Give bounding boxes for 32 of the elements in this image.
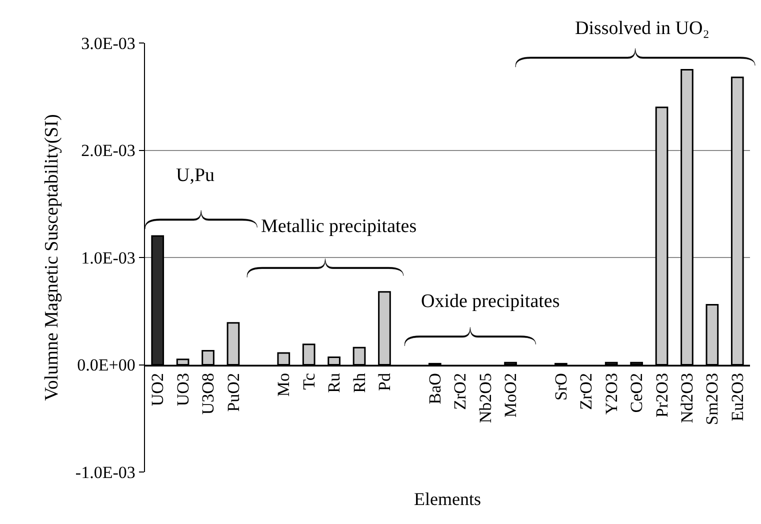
x-tick-label: Tc <box>299 372 318 390</box>
x-axis-title: Elements <box>414 489 481 509</box>
x-tick-label: PuO2 <box>224 373 243 412</box>
annotation: Metallic precipitates <box>261 216 417 237</box>
x-tick-label: Nb2O5 <box>476 373 495 424</box>
x-tick-label: Ru <box>324 372 344 393</box>
y-tick-label: 3.0E-03 <box>81 34 136 53</box>
text: Dissolved in UO₂ <box>575 18 710 39</box>
x-tick-label: Mo <box>274 373 294 397</box>
y-tick-label: -1.0E-03 <box>75 462 136 482</box>
x-tick-label: ZrO2 <box>576 373 596 410</box>
x-tick-label: U3O8 <box>198 373 218 415</box>
x-tick-label: Pd <box>375 372 394 392</box>
x-tick-label: Sm2O3 <box>702 373 722 426</box>
x-tick-label: Eu2O3 <box>728 373 747 422</box>
x-tick-label: CeO2 <box>627 373 646 413</box>
x-tick-label: BaO <box>425 373 444 404</box>
x-tick-label: Rh <box>350 372 369 393</box>
y-tick-label: 1.0E-03 <box>81 248 136 268</box>
x-tick-label: ZrO2 <box>450 373 470 410</box>
x-tick-label: SrO <box>551 373 570 400</box>
y-tick-label: 2.0E-03 <box>81 141 136 160</box>
x-tick-label: Y2O3 <box>602 373 621 415</box>
x-tick-label: UO2 <box>148 373 168 406</box>
x-tick-label: Nd2O3 <box>678 373 697 424</box>
y-tick-label: 0.0E+00 <box>77 356 136 375</box>
annotation: U,Pu <box>176 165 216 186</box>
x-tick-label: UO3 <box>173 373 192 406</box>
x-tick-label: MoO2 <box>501 373 520 418</box>
annotation: Oxide precipitates <box>421 291 560 312</box>
y-axis-title: Volumne Magnetic Susceptability(SI) <box>41 114 62 401</box>
x-tick-label: Pr2O3 <box>652 373 672 418</box>
